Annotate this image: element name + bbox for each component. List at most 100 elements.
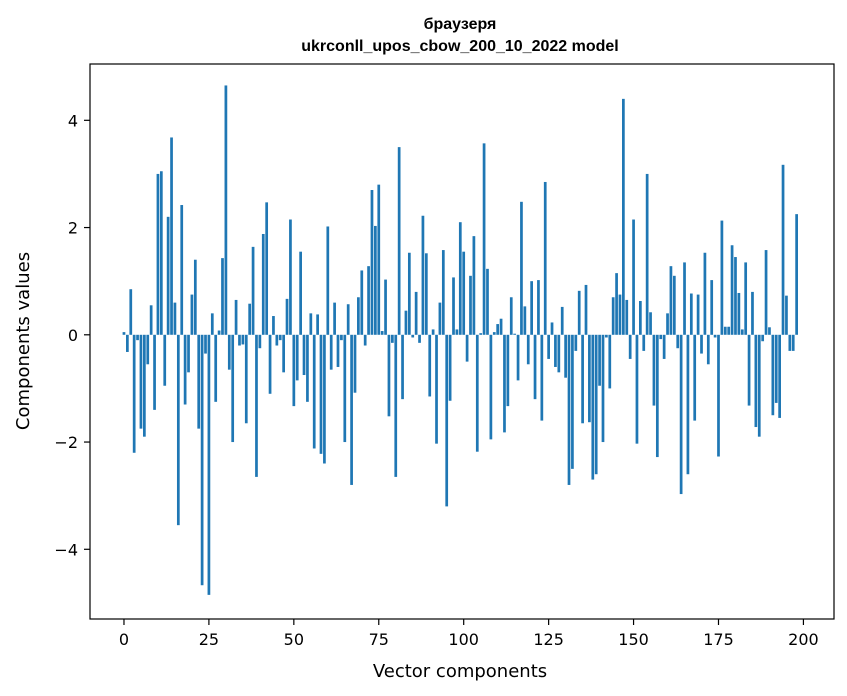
bar xyxy=(241,334,245,345)
bar xyxy=(143,334,146,437)
bar xyxy=(734,257,737,335)
bar xyxy=(424,253,428,335)
bar xyxy=(676,334,680,349)
bar xyxy=(465,334,469,362)
bar xyxy=(193,259,197,335)
bar xyxy=(289,219,292,335)
bar xyxy=(414,291,418,335)
bar xyxy=(431,329,435,335)
bar xyxy=(683,262,686,335)
bar xyxy=(255,334,258,477)
bar xyxy=(438,302,442,335)
bar xyxy=(771,334,775,416)
bar xyxy=(679,334,683,495)
y-tick-label: 0 xyxy=(68,326,78,345)
bar xyxy=(367,266,370,335)
bar xyxy=(499,318,503,335)
bar xyxy=(588,334,591,423)
bar xyxy=(713,334,717,338)
bar xyxy=(717,334,720,457)
y-tick-label: −2 xyxy=(54,433,78,452)
bar xyxy=(336,334,340,367)
bar xyxy=(523,306,527,335)
bar xyxy=(605,334,608,338)
bar xyxy=(751,291,754,335)
bar xyxy=(601,334,605,443)
bar xyxy=(795,214,798,335)
bar xyxy=(387,334,391,417)
bar xyxy=(302,334,306,376)
x-tick-label: 0 xyxy=(119,630,129,649)
bar xyxy=(635,334,639,444)
bar xyxy=(275,334,279,346)
bar xyxy=(632,219,635,335)
bar xyxy=(591,334,595,480)
bar xyxy=(686,334,690,475)
bar xyxy=(625,299,629,335)
bar xyxy=(788,334,792,351)
bar xyxy=(577,290,581,335)
bar xyxy=(319,334,323,454)
bar xyxy=(377,184,381,335)
bar xyxy=(360,270,364,335)
bar xyxy=(156,173,160,335)
bar xyxy=(170,137,173,335)
bar xyxy=(333,302,336,335)
x-axis-ticks: 0 25 50 75 100 125 150 175 200 xyxy=(119,619,819,649)
bar xyxy=(407,252,411,335)
bar xyxy=(299,251,302,335)
bar xyxy=(720,220,724,335)
bar xyxy=(204,334,207,354)
bar xyxy=(479,333,483,335)
bar xyxy=(316,314,319,335)
bar xyxy=(397,147,401,335)
bar xyxy=(323,334,326,464)
bar xyxy=(401,334,404,400)
x-tick-label: 100 xyxy=(448,630,479,649)
bar xyxy=(584,284,588,335)
bar xyxy=(326,226,330,335)
bar xyxy=(530,281,533,335)
bar xyxy=(350,334,353,485)
bar xyxy=(472,236,476,335)
y-axis-ticks: −4 −2 0 2 4 xyxy=(54,111,90,559)
bar xyxy=(533,334,537,400)
y-tick-label: 4 xyxy=(68,111,78,130)
bar xyxy=(363,334,367,346)
bar xyxy=(231,334,235,443)
bar xyxy=(659,334,663,340)
bar xyxy=(224,85,228,335)
bar xyxy=(649,312,652,335)
bar xyxy=(248,303,252,335)
bar xyxy=(214,334,218,402)
bar xyxy=(197,334,201,429)
bar xyxy=(608,334,612,389)
bar xyxy=(221,258,224,335)
bar xyxy=(754,334,758,428)
x-tick-label: 50 xyxy=(284,630,304,649)
bar xyxy=(723,326,727,335)
bar xyxy=(710,280,714,335)
bar xyxy=(139,334,143,429)
x-tick-label: 200 xyxy=(788,630,819,649)
bar xyxy=(265,202,269,335)
bar xyxy=(496,324,500,335)
bar xyxy=(217,330,221,335)
bar xyxy=(244,334,248,424)
bar xyxy=(761,334,765,342)
bar xyxy=(598,334,601,386)
bar xyxy=(506,334,510,407)
bar xyxy=(129,289,133,335)
bar xyxy=(543,181,547,335)
bar xyxy=(564,334,567,378)
bar xyxy=(136,334,139,341)
bar xyxy=(550,322,554,335)
bar xyxy=(210,313,214,335)
bar xyxy=(455,329,459,335)
bar xyxy=(278,334,282,341)
bar xyxy=(727,326,731,335)
bar xyxy=(503,334,506,433)
bar xyxy=(411,334,415,338)
bar xyxy=(574,334,578,351)
bar xyxy=(737,292,741,335)
